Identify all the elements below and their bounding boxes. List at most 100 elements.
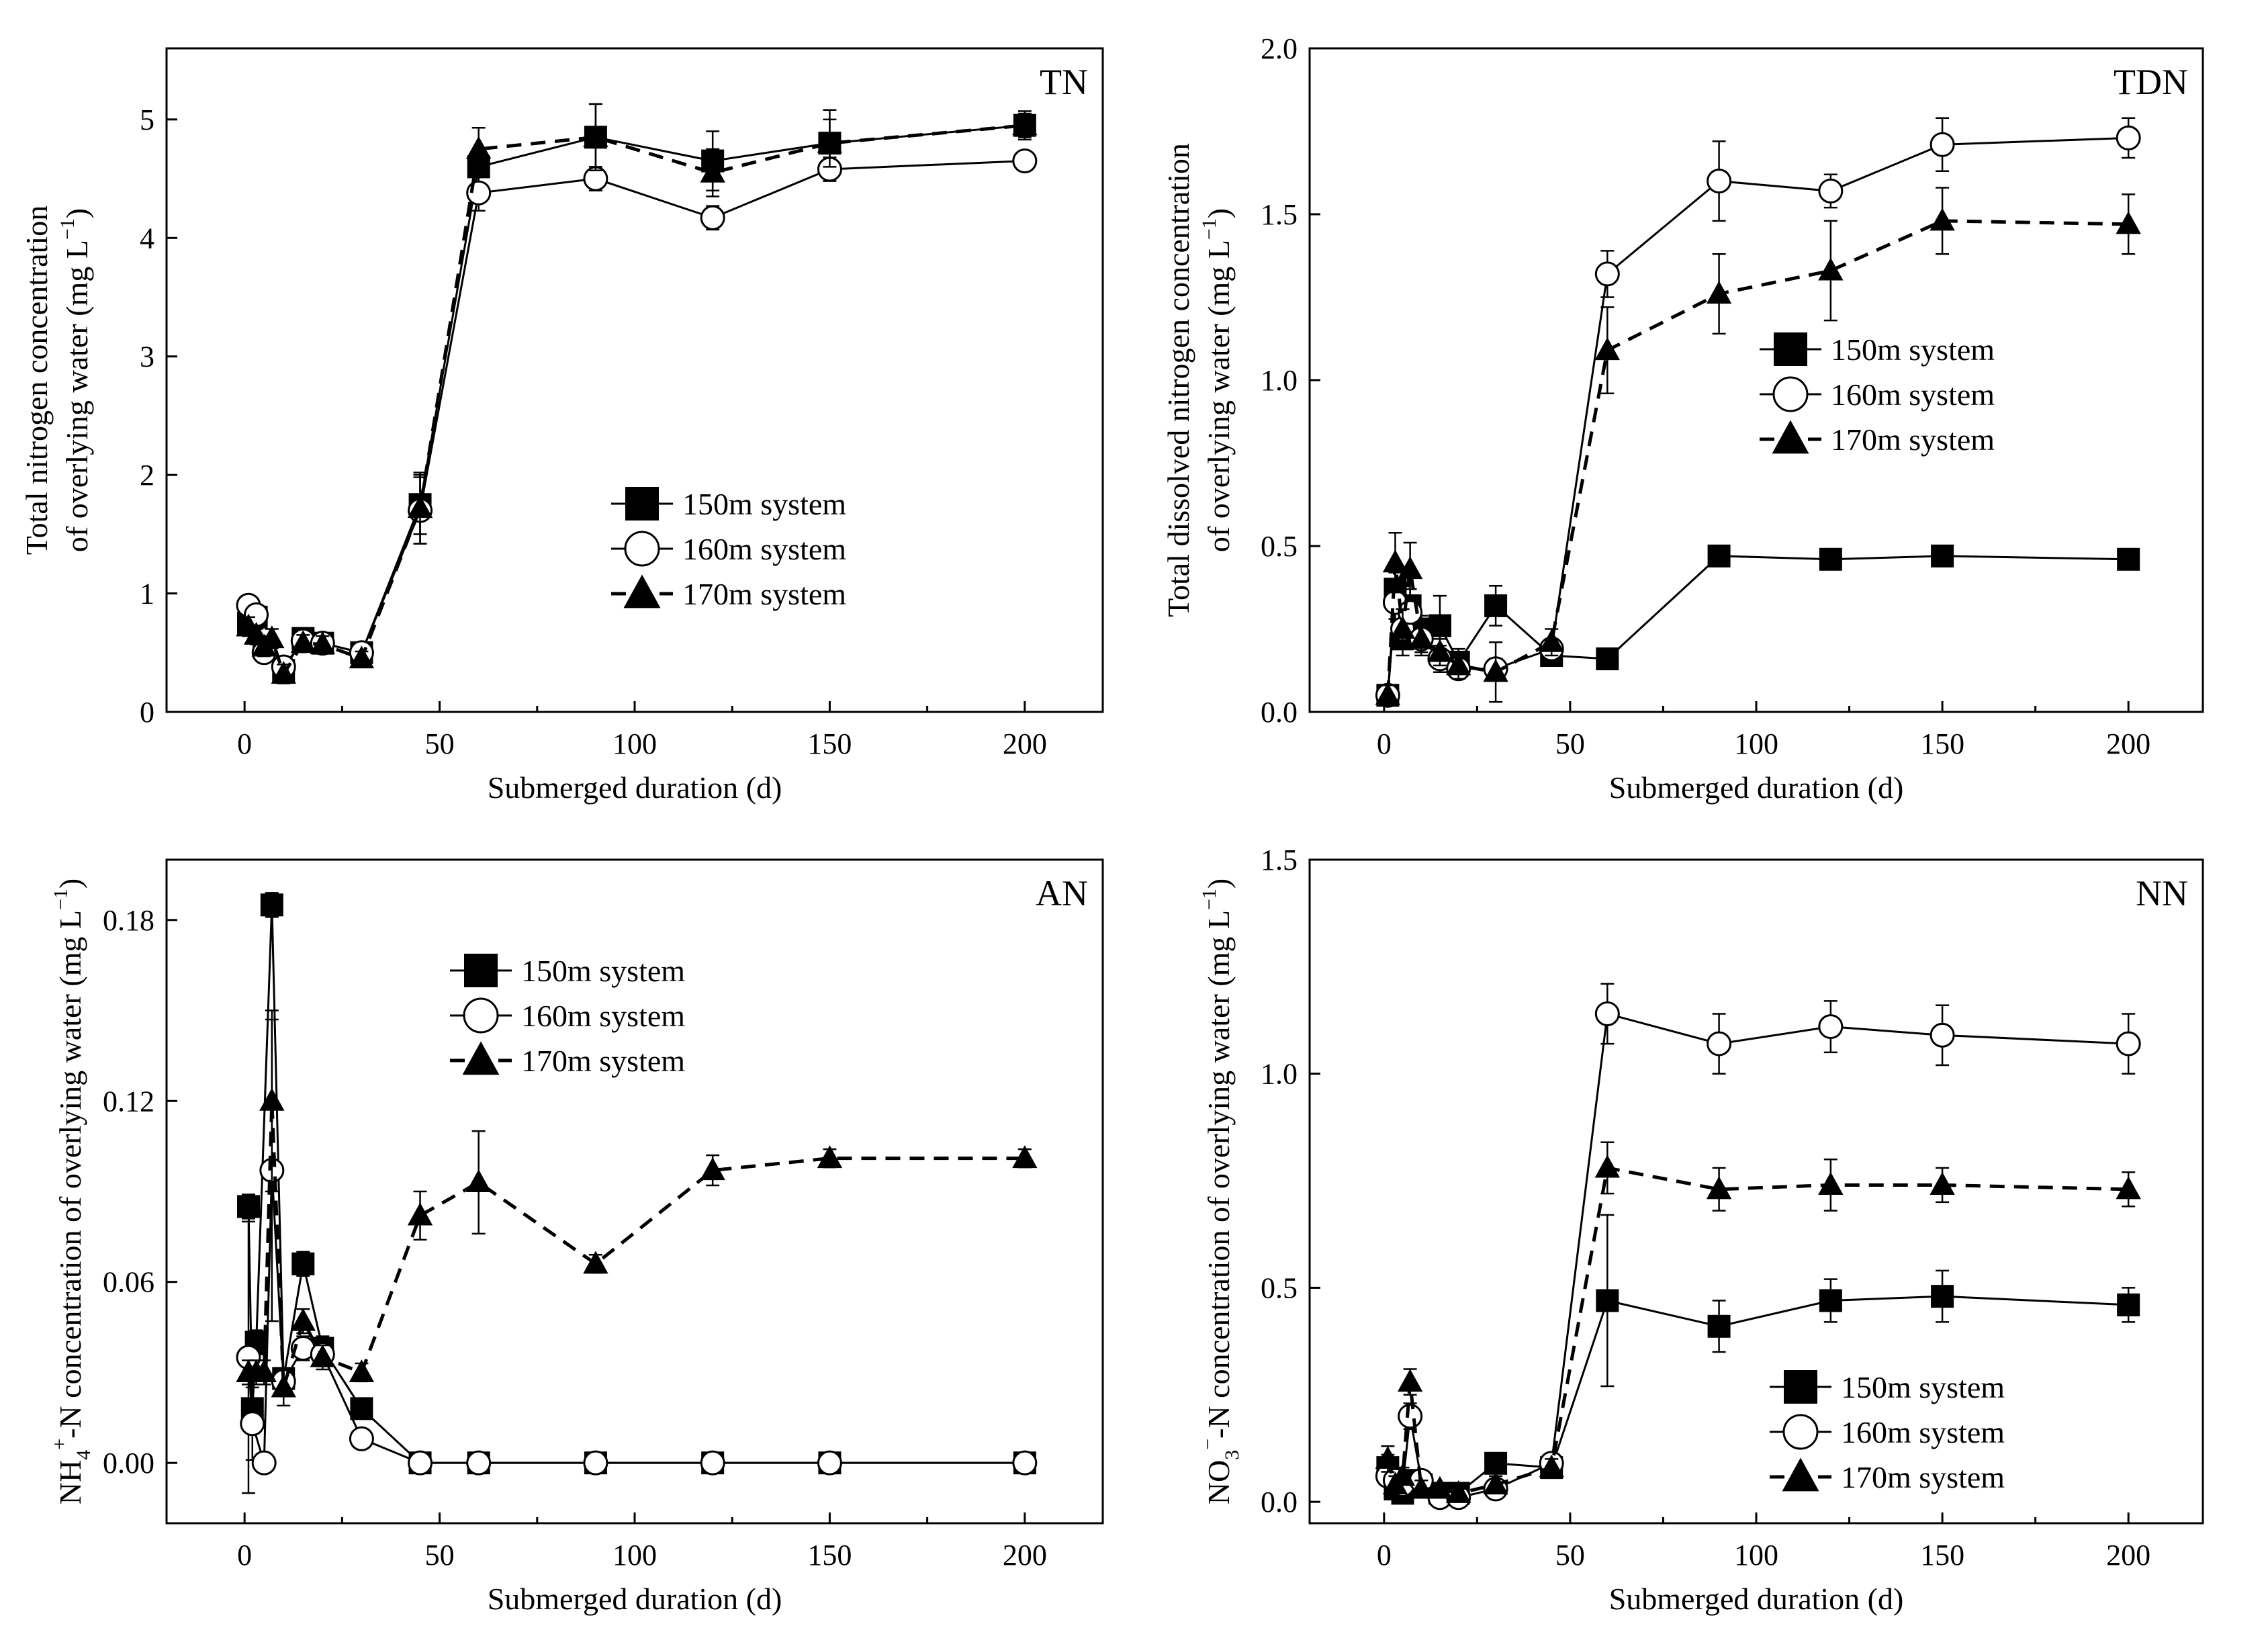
y-axis-title-close: ) (53, 878, 87, 889)
series-square (1376, 1214, 2140, 1505)
data-point (465, 136, 492, 159)
x-tick-label: 0 (237, 1539, 252, 1572)
data-point (1707, 169, 1732, 194)
data-point (1375, 682, 1401, 705)
series-line (248, 1101, 1025, 1388)
y-axis-title-sub: 3 (1221, 1450, 1243, 1460)
data-point (1445, 1480, 1471, 1503)
data-point (240, 1411, 265, 1437)
data-point (1483, 1472, 1508, 1495)
data-point (408, 1450, 433, 1476)
data-point (1375, 1446, 1401, 1469)
data-point (1818, 1172, 1844, 1195)
data-point (1397, 1369, 1423, 1392)
legend-label: 150m system (1831, 332, 1995, 367)
data-point (1390, 1463, 1416, 1486)
legend-label: 170m system (521, 1044, 685, 1078)
panel-label: NN (2136, 873, 2188, 913)
y-axis-title: NH4+-N concentration of overlying water … (48, 878, 95, 1504)
x-tick-label: 200 (2106, 727, 2150, 760)
x-tick-label: 50 (1555, 1539, 1585, 1572)
data-point (310, 1344, 336, 1367)
panel-label: TDN (2114, 62, 2188, 102)
legend-label: 160m system (1831, 377, 1995, 412)
data-point (350, 1397, 373, 1420)
data-point (1930, 132, 1955, 157)
legend-marker (1784, 1370, 1817, 1404)
data-point (1930, 1022, 1955, 1048)
data-point (349, 1359, 375, 1382)
y-tick-label: 1.5 (1261, 844, 1298, 876)
x-tick-label: 100 (613, 1539, 657, 1572)
y-tick-label: 0.06 (103, 1266, 154, 1299)
data-point (290, 630, 316, 653)
data-point (1539, 1454, 1564, 1478)
panel-tn: 0 50 100 150 200 0 1 2 3 4 5 Submerged duration (d)… (19, 47, 1104, 805)
panel-label: TN (1040, 62, 1088, 102)
legend: 150m system 160m system 170m system (611, 487, 846, 611)
data-point (1012, 1450, 1038, 1476)
data-point (1596, 1289, 1619, 1312)
data-point (1483, 659, 1508, 682)
data-point (2116, 211, 2141, 234)
y-tick-label: 0.5 (1261, 530, 1298, 563)
data-point (1818, 257, 1844, 281)
y-axis-title-line: Total nitrogen concentration (19, 206, 54, 555)
series-triangle (1375, 187, 2141, 707)
x-axis-title: Submerged duration (d) (488, 770, 782, 805)
data-point (1707, 544, 1731, 568)
y-axis-title-sub: 4 (73, 1450, 95, 1460)
legend-marker (464, 954, 498, 987)
y-tick-label: 1.0 (1261, 1058, 1298, 1091)
data-point (1427, 639, 1453, 662)
y-axis-title-sup: − (1197, 1439, 1219, 1450)
legend-label: 150m system (682, 487, 846, 521)
data-point (700, 1157, 725, 1181)
series-circle (1375, 117, 2141, 708)
x-tick-label: 100 (1734, 1539, 1778, 1572)
data-point (1427, 1476, 1453, 1499)
data-point (583, 1450, 608, 1476)
x-axis-title: Submerged duration (d) (488, 1582, 782, 1616)
data-point (1594, 1001, 1620, 1026)
data-point (349, 1426, 374, 1451)
data-point (700, 205, 725, 230)
legend-marker (462, 1041, 500, 1075)
y-tick-label: 4 (140, 222, 154, 255)
data-point (1398, 1404, 1423, 1429)
data-point (1819, 1289, 1842, 1312)
y-tick-label: 2 (140, 459, 154, 492)
data-point (1706, 1176, 1732, 1200)
x-tick-label: 100 (613, 727, 657, 760)
x-tick-label: 150 (1920, 727, 1964, 760)
data-point (1594, 1155, 1621, 1178)
data-point (1596, 647, 1619, 670)
y-tick-label: 3 (140, 341, 154, 373)
data-point (1382, 549, 1408, 573)
data-point (466, 180, 492, 206)
y-axis-title-part: -N concentration of overlying water (mg … (1201, 910, 1236, 1439)
legend-label: 160m system (1841, 1415, 2005, 1449)
y-axis-title-sup: −1 (56, 218, 79, 240)
x-tick-label: 200 (1003, 727, 1047, 760)
data-point (2116, 1176, 2141, 1200)
data-point (1408, 1476, 1434, 1499)
data-point (1930, 208, 1955, 231)
panel-tdn: 0 50 100 150 200 0.0 0.5 1.0 1.5 2.0 Submerged dur… (1161, 32, 2204, 805)
data-point (700, 159, 725, 183)
series-line (1386, 219, 2129, 696)
legend-marker (625, 487, 659, 521)
data-point (1818, 1014, 1844, 1040)
legend-label: 170m system (682, 577, 846, 611)
plot-frame (1308, 858, 2204, 1525)
y-axis-title-close: ) (60, 208, 94, 218)
data-point (260, 893, 283, 917)
x-tick-label: 0 (1377, 1539, 1392, 1572)
legend-label: 150m system (1841, 1370, 2005, 1404)
legend-marker (1772, 376, 1809, 412)
y-tick-label: 1 (140, 578, 154, 610)
x-tick-label: 150 (807, 1539, 852, 1572)
series-circle (1375, 983, 2141, 1510)
data-point (1707, 1031, 1732, 1056)
data-point (1818, 178, 1844, 204)
